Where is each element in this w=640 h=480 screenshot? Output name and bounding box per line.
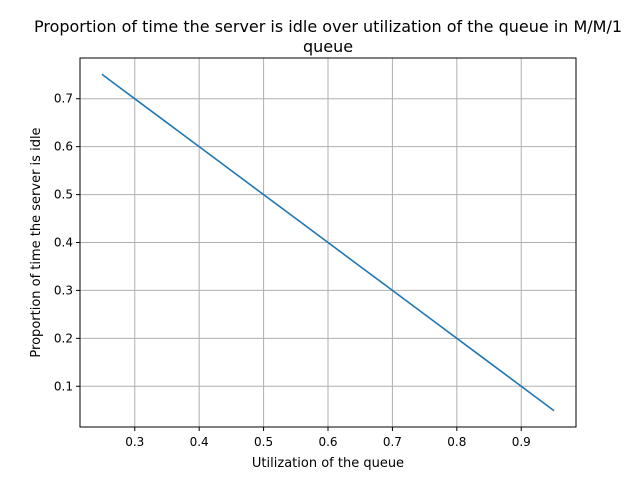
y-tick-label: 0.6 bbox=[54, 140, 73, 154]
y-axis-label: Proportion of time the server is idle bbox=[29, 127, 44, 357]
x-tick-label: 0.3 bbox=[125, 435, 144, 449]
y-tick-label: 0.1 bbox=[54, 379, 73, 393]
x-tick-label: 0.7 bbox=[383, 435, 402, 449]
x-tick-label: 0.6 bbox=[318, 435, 337, 449]
chart-title-line2: queue bbox=[303, 37, 353, 56]
y-tick-label: 0.5 bbox=[54, 188, 73, 202]
axis-ticks: 0.3 0.4 0.5 0.6 0.7 0.8 0.9 0.1 0.2 0.3 0.4 0.5 0.6 0… bbox=[54, 92, 531, 449]
series-layer bbox=[101, 73, 555, 412]
y-tick-label: 0.3 bbox=[54, 283, 73, 297]
y-tick-label: 0.4 bbox=[54, 236, 73, 250]
chart-title-line1: Proportion of time the server is idle ov… bbox=[34, 17, 622, 36]
y-tick-label: 0.2 bbox=[54, 331, 73, 345]
x-tick-label: 0.8 bbox=[447, 435, 466, 449]
x-tick-label: 0.4 bbox=[190, 435, 209, 449]
x-axis-label: Utilization of the queue bbox=[252, 456, 404, 471]
y-tick-label: 0.7 bbox=[54, 92, 73, 106]
series-line-0 bbox=[101, 73, 555, 412]
x-tick-label: 0.5 bbox=[254, 435, 273, 449]
x-tick-label: 0.9 bbox=[512, 435, 531, 449]
grid-lines bbox=[80, 58, 576, 427]
